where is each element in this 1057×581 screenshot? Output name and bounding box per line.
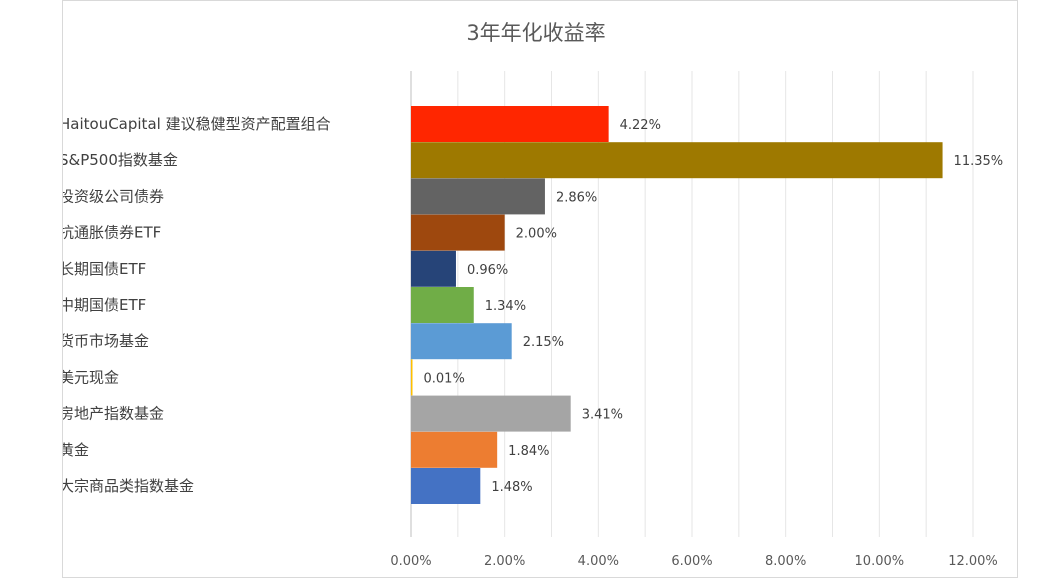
category-label: 黄金 [63, 441, 89, 459]
bar [411, 250, 456, 287]
category-label: 长期国债ETF [63, 260, 146, 278]
chart-title: 3年年化收益率 [466, 21, 605, 45]
data-label: 0.01% [424, 371, 465, 386]
chart-frame: 3年年化收益率 HaitouCapital 建议稳健型资产配置组合 S&P500指… [62, 0, 1018, 578]
bar [411, 395, 571, 432]
category-label: S&P500指数基金 [63, 151, 178, 169]
x-axis-ticks: 0.00% 2.00% 4.00% 6.00% 8.00% 10.00% 12.00% [390, 554, 997, 569]
data-label: 4.22% [620, 118, 661, 133]
category-label: 房地产指数基金 [63, 405, 164, 423]
data-label: 1.34% [485, 299, 526, 314]
data-label: 1.84% [508, 444, 549, 459]
bar [411, 468, 481, 504]
tick-label: 12.00% [948, 554, 998, 569]
category-label: HaitouCapital 建议稳健型资产配置组合 [63, 115, 331, 133]
data-labels: 4.22% 11.35% 2.86% 2.00% 0.96% 1.34% 2.15% 0.01… [424, 118, 1004, 495]
bar [411, 142, 943, 179]
category-label: 中期国债ETF [63, 296, 146, 314]
data-label: 2.00% [516, 227, 557, 242]
bar [411, 106, 609, 142]
tick-label: 2.00% [484, 554, 525, 569]
legend: HaitouCapital 建议稳健型资产配置组合 S&P500指数基金投资级公司… [63, 115, 331, 495]
data-label: 11.35% [954, 154, 1004, 169]
tick-label: 0.00% [390, 554, 431, 569]
data-label: 2.15% [523, 335, 564, 350]
category-label: 投资级公司债券 [63, 187, 164, 205]
bar [411, 359, 413, 396]
bar [411, 431, 498, 468]
bar [411, 178, 545, 215]
tick-label: 8.00% [765, 554, 806, 569]
bar-chart: 3年年化收益率 HaitouCapital 建议稳健型资产配置组合 S&P500指… [63, 21, 1004, 569]
tick-label: 4.00% [578, 554, 619, 569]
bars [411, 106, 943, 504]
tick-label: 10.00% [855, 554, 905, 569]
data-label: 1.48% [491, 480, 532, 495]
data-label: 2.86% [556, 190, 597, 205]
data-label: 0.96% [467, 263, 508, 278]
bar [411, 287, 474, 323]
category-label: 货币市场基金 [63, 332, 149, 350]
category-label: 美元现金 [63, 368, 119, 386]
category-label: 抗通胀债券ETF [63, 224, 161, 242]
tick-label: 6.00% [671, 554, 712, 569]
bar [411, 214, 505, 251]
category-label: 大宗商品类指数基金 [63, 477, 194, 495]
bar [411, 323, 512, 360]
data-label: 3.41% [582, 408, 623, 423]
